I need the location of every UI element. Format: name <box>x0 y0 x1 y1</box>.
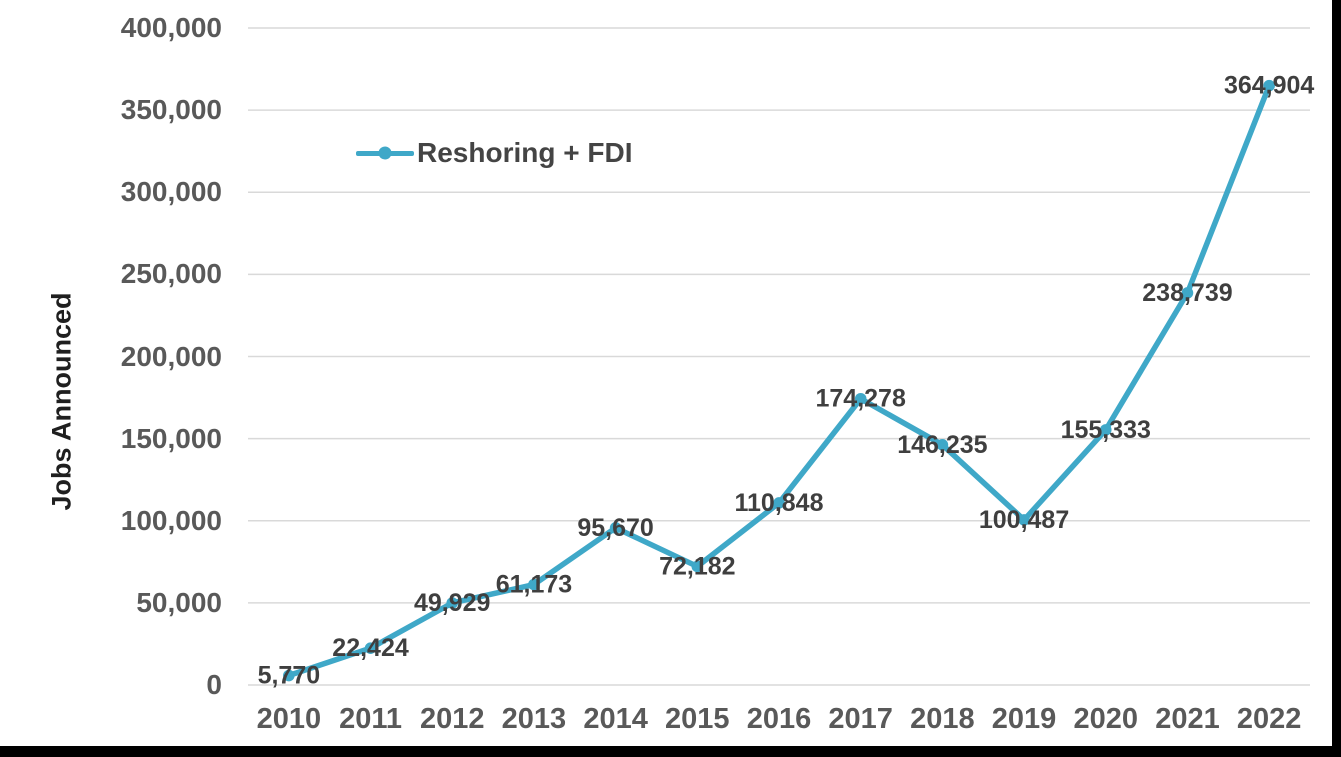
data-point-marker <box>609 522 622 534</box>
data-point-marker <box>1099 424 1112 436</box>
data-point-marker <box>283 669 295 682</box>
data-point-label: 155,333 <box>1061 416 1151 444</box>
screenshot-bottom-border <box>0 746 1341 757</box>
data-point-label: 100,487 <box>979 506 1069 534</box>
data-point-label: 110,848 <box>735 489 824 517</box>
x-axis-tick-label: 2013 <box>501 703 567 735</box>
x-axis-tick-label: 2015 <box>665 703 730 735</box>
data-point-label: 61,173 <box>496 571 572 599</box>
data-point-marker <box>936 439 949 451</box>
y-axis-tick-label: 0 <box>206 669 222 700</box>
x-axis-tick-label: 2020 <box>1073 703 1139 735</box>
x-axis-tick-label: 2017 <box>828 703 893 735</box>
data-point-marker <box>364 642 377 654</box>
data-point-marker <box>1263 79 1275 92</box>
legend: Reshoring + FDI <box>356 137 633 168</box>
y-axis-tick-label: 150,000 <box>120 422 222 454</box>
legend-series-label: Reshoring + FDI <box>417 137 633 168</box>
data-point-label: 174,278 <box>816 385 906 413</box>
x-axis-tick-label: 2019 <box>991 703 1057 735</box>
data-point-label: 22,424 <box>332 634 409 662</box>
x-axis-tick-label: 2018 <box>910 703 975 735</box>
series-line <box>286 82 1272 679</box>
data-point-label: 49,929 <box>414 589 490 617</box>
legend-line-marker-icon <box>356 146 414 160</box>
y-axis-tick-label: 200,000 <box>120 340 222 372</box>
x-axis-tick-label: 2011 <box>339 703 402 735</box>
screenshot-right-border <box>1332 0 1341 757</box>
data-point-label: 5,770 <box>258 662 321 690</box>
x-axis-tick-label: 2010 <box>256 703 322 735</box>
x-axis-tick-label: 2014 <box>583 703 648 735</box>
x-axis-tick-label: 2022 <box>1236 703 1302 735</box>
y-axis-tick-label: 50,000 <box>136 586 222 618</box>
data-point-label: 95,670 <box>577 514 653 542</box>
data-point-label: 146,235 <box>897 431 987 459</box>
data-point-label: 72,182 <box>659 552 735 580</box>
y-axis-tick-label: 250,000 <box>120 258 222 290</box>
data-point-marker <box>854 392 867 405</box>
data-point-label: 364,904 <box>1224 72 1314 100</box>
x-axis-tick-label: 2012 <box>419 703 485 735</box>
y-axis-tick-label: 350,000 <box>120 94 222 126</box>
x-axis-tick-label: 2021 <box>1155 703 1220 735</box>
x-axis-tick-label: 2016 <box>746 703 812 735</box>
y-axis-tick-label: 100,000 <box>120 504 222 536</box>
y-axis-tick-label: 300,000 <box>120 176 222 208</box>
data-point-marker <box>528 578 540 591</box>
data-point-label: 238,739 <box>1142 279 1232 307</box>
data-point-marker <box>446 597 459 609</box>
data-point-marker <box>691 560 704 573</box>
y-axis-tick-label: 400,000 <box>120 12 222 43</box>
legend-dot-icon <box>378 146 392 160</box>
data-point-marker <box>1181 287 1194 299</box>
data-point-marker <box>1018 514 1030 526</box>
data-point-marker <box>773 497 785 509</box>
